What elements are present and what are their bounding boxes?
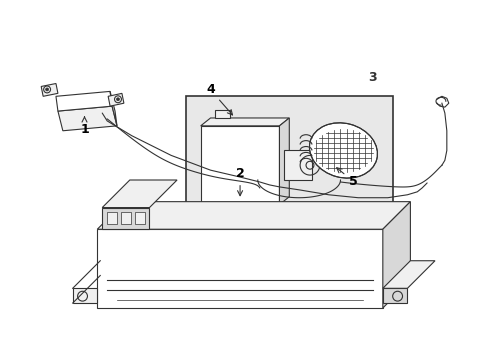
Polygon shape bbox=[220, 204, 249, 216]
FancyBboxPatch shape bbox=[102, 208, 149, 229]
Polygon shape bbox=[200, 126, 279, 204]
Polygon shape bbox=[58, 106, 117, 131]
Polygon shape bbox=[382, 202, 409, 308]
Text: 2: 2 bbox=[235, 167, 244, 196]
Text: 4: 4 bbox=[206, 83, 232, 115]
Polygon shape bbox=[73, 288, 97, 303]
Polygon shape bbox=[110, 91, 117, 126]
Polygon shape bbox=[382, 288, 407, 303]
FancyBboxPatch shape bbox=[135, 212, 144, 224]
FancyBboxPatch shape bbox=[107, 212, 117, 224]
FancyBboxPatch shape bbox=[121, 212, 130, 224]
Text: 5: 5 bbox=[336, 168, 357, 188]
Text: 3: 3 bbox=[368, 72, 377, 85]
FancyBboxPatch shape bbox=[185, 96, 392, 224]
Polygon shape bbox=[41, 84, 58, 96]
Polygon shape bbox=[200, 118, 289, 126]
Polygon shape bbox=[108, 93, 123, 106]
FancyBboxPatch shape bbox=[284, 150, 311, 180]
Polygon shape bbox=[215, 110, 230, 118]
Ellipse shape bbox=[309, 123, 377, 178]
Circle shape bbox=[116, 98, 119, 101]
Polygon shape bbox=[230, 216, 240, 226]
Circle shape bbox=[45, 88, 48, 91]
Polygon shape bbox=[56, 91, 112, 111]
Text: 1: 1 bbox=[80, 117, 89, 136]
Polygon shape bbox=[279, 118, 289, 204]
Polygon shape bbox=[382, 261, 434, 288]
Polygon shape bbox=[102, 180, 177, 208]
Polygon shape bbox=[97, 202, 409, 229]
Polygon shape bbox=[97, 229, 382, 308]
